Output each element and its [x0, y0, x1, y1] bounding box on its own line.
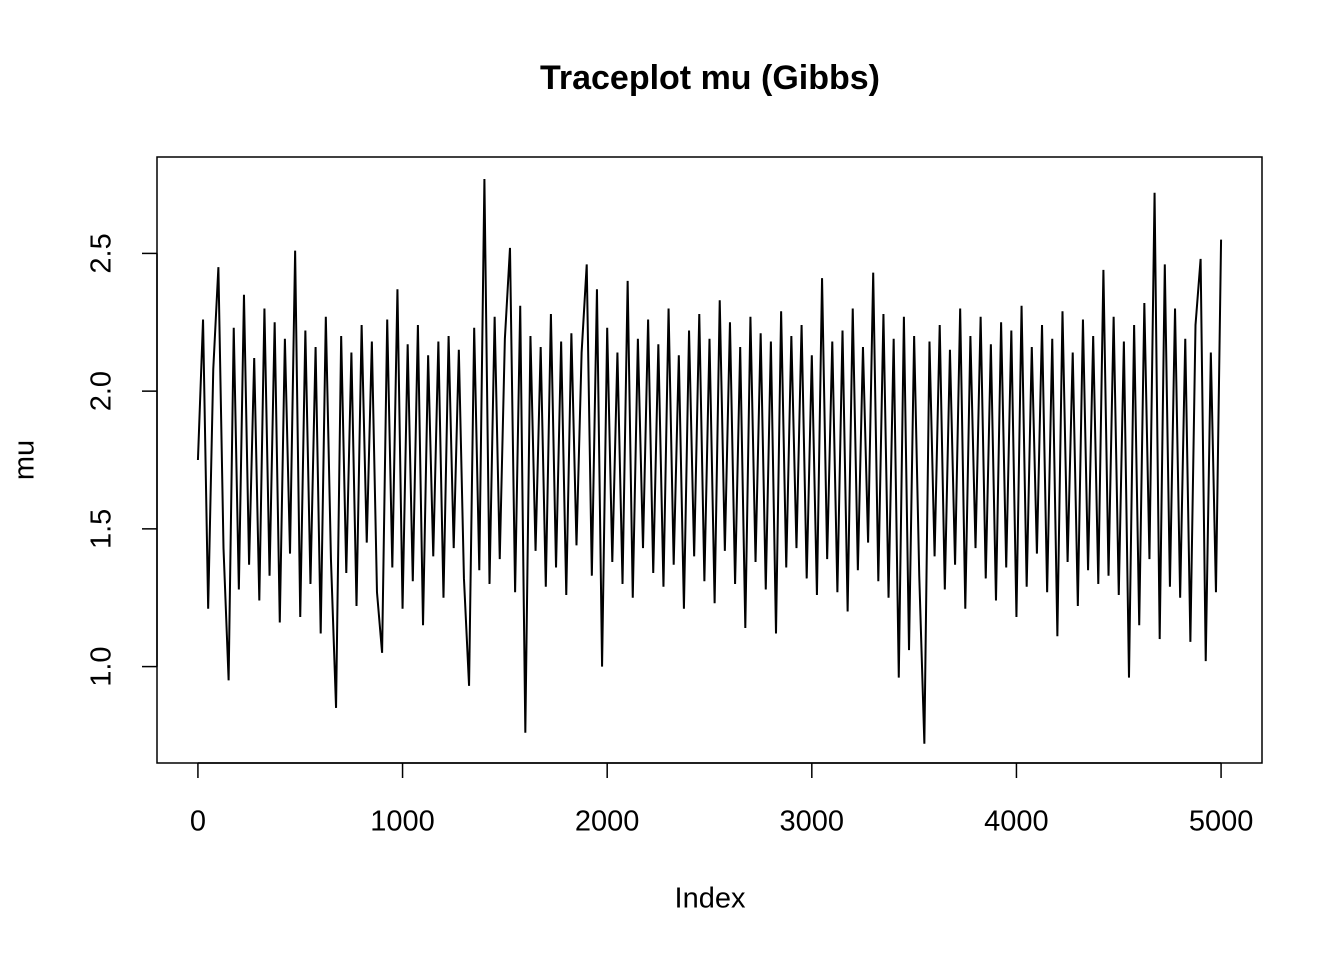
- trace-line: [196, 179, 1223, 744]
- y-tick-label: 2.0: [86, 371, 118, 411]
- y-tick-label: 2.5: [86, 233, 118, 273]
- x-tick-label: 5000: [1189, 806, 1254, 838]
- x-tick-label: 1000: [370, 806, 435, 838]
- chart-title: Traceplot mu (Gibbs): [540, 59, 880, 97]
- x-axis-label: Index: [675, 883, 746, 915]
- y-axis-label: mu: [9, 440, 41, 480]
- x-tick-label: 2000: [575, 806, 640, 838]
- x-tick-label: 0: [190, 806, 206, 838]
- y-tick-label: 1.0: [86, 646, 118, 686]
- x-tick-label: 4000: [984, 806, 1049, 838]
- y-tick-label: 1.5: [86, 509, 118, 549]
- x-tick-label: 3000: [780, 806, 845, 838]
